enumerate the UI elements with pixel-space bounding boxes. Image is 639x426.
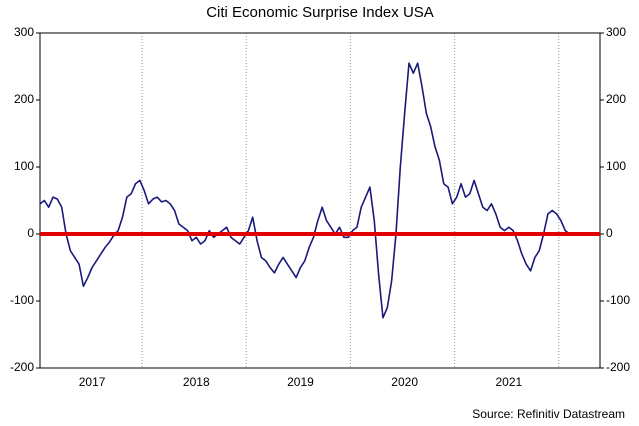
x-tick-label: 2021 [495,375,522,389]
plot-frame [39,32,601,369]
chart-title: Citi Economic Surprise Index USA [206,4,434,21]
x-tick-label: 2020 [391,375,418,389]
data-line [39,62,571,319]
source-note: Source: Refinitiv Datastream [472,407,625,421]
x-tick-label: 2017 [79,375,106,389]
y2-tick-label: 300 [606,25,626,39]
y-tick-label: 100 [14,159,34,173]
y2-tick-label: -100 [606,293,630,307]
y-tick-label: 200 [14,92,34,106]
y2-tick-label: 200 [606,92,626,106]
x-tick-label: 2019 [287,375,314,389]
y2-tick-label: 0 [606,226,613,240]
x-tick-label: 2018 [183,375,210,389]
y-tick-label: -200 [10,360,34,374]
y-tick-label: 0 [27,226,34,240]
y2-tick-label: -200 [606,360,630,374]
y-tick-label: -100 [10,293,34,307]
y2-tick-label: 100 [606,159,626,173]
y-tick-label: 300 [14,25,34,39]
